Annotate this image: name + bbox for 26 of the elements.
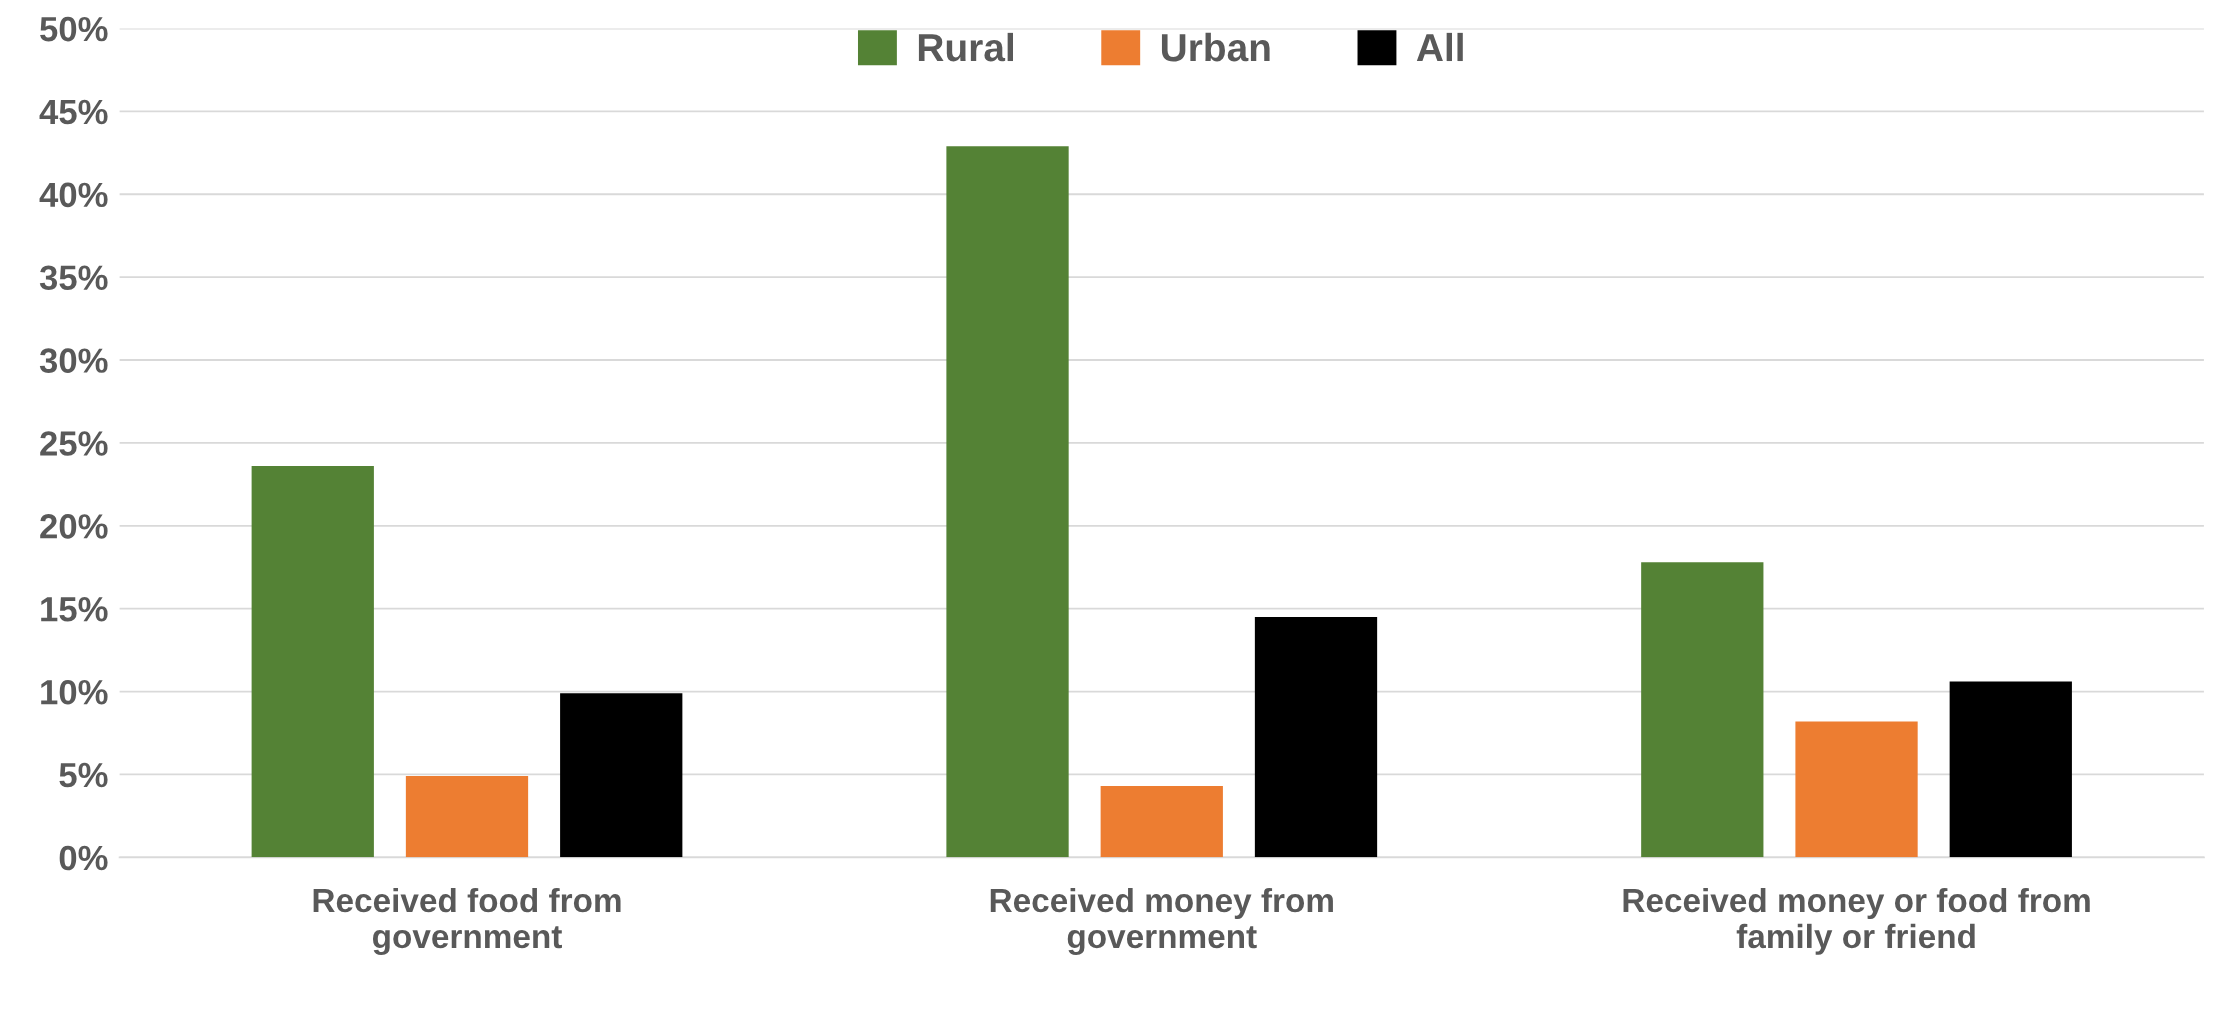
y-tick-label: 40% [39,182,108,208]
y-tick-label: 35% [39,265,108,291]
legend-label: All [1416,32,1463,62]
y-tick-label: 0% [59,845,108,871]
bar [560,693,683,858]
y-tick-label: 15% [41,597,108,622]
y-tick-label: 5% [59,762,108,788]
y-tick-label: 10% [41,679,108,705]
bar [251,466,374,858]
bar [1100,786,1223,858]
y-tick-label: 45% [39,99,108,125]
bar [946,146,1069,858]
bar [405,776,529,858]
bar [1254,616,1378,858]
y-tick-label: 25% [40,431,108,456]
y-tick-label: 50% [40,16,108,42]
bar [1795,721,1918,858]
x-tick-label: Received money from government [990,887,1333,956]
bar [1949,681,2072,858]
bar [1641,562,1764,858]
y-tick-label: 30% [39,348,108,373]
x-tick-label: Received money or food from family or friend [1623,887,2090,955]
x-tick-label: Received food from government [313,887,621,956]
y-tick-label: 20% [40,514,108,539]
legend-label: Rural [918,32,1013,62]
legend-label: Urban [1161,32,1270,62]
